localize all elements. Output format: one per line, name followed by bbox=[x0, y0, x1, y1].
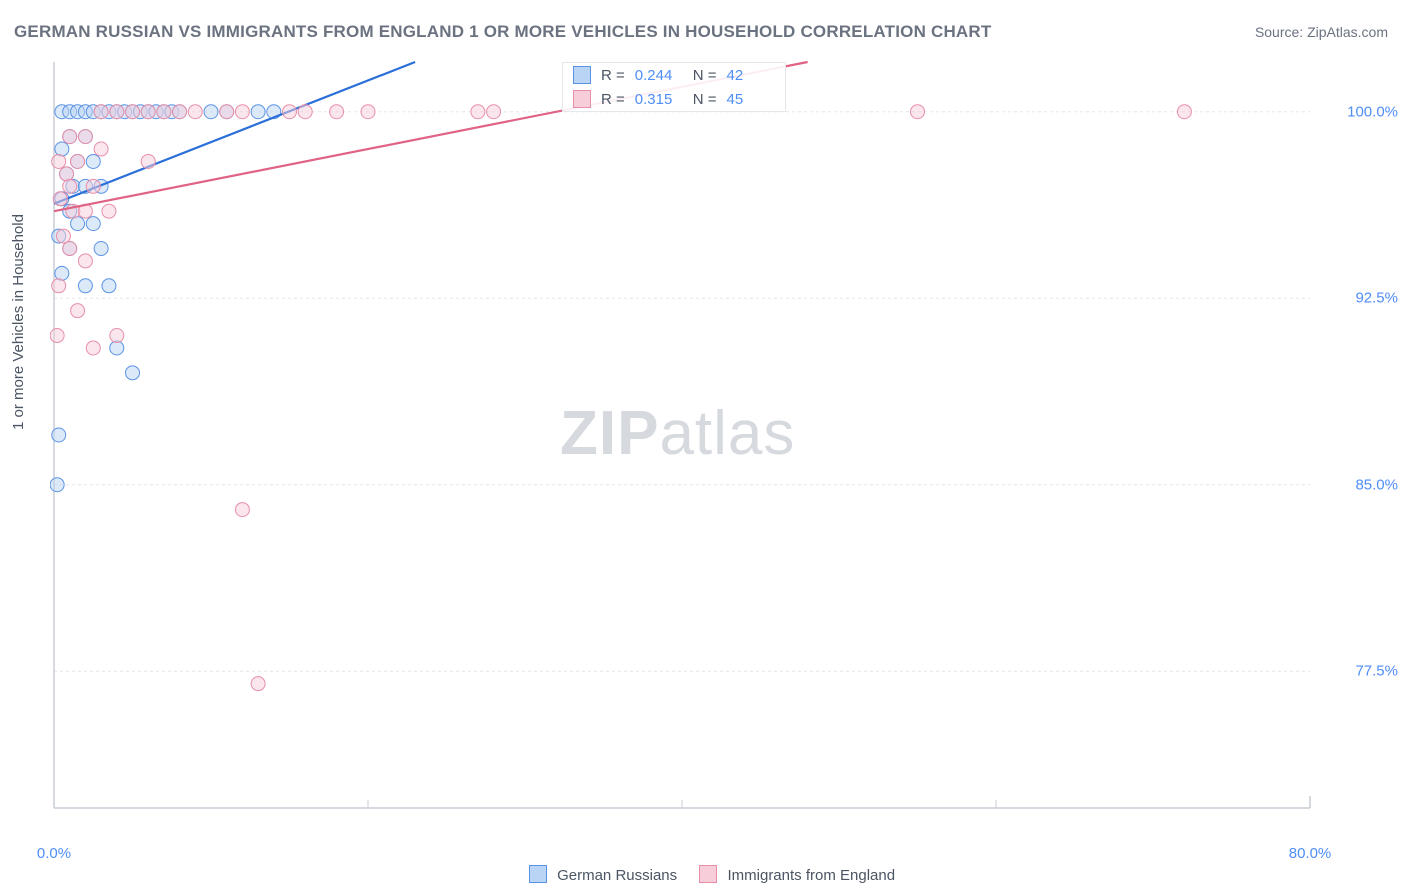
plot-area bbox=[50, 58, 1370, 828]
y-tick-label: 77.5% bbox=[1355, 663, 1398, 680]
source-attribution: Source: ZipAtlas.com bbox=[1255, 24, 1388, 40]
bottom-legend-label-2: Immigrants from England bbox=[727, 867, 895, 884]
stats-row-2: R = 0.315 N = 45 bbox=[563, 87, 785, 111]
swatch-series-1 bbox=[573, 66, 591, 84]
y-tick-label: 100.0% bbox=[1347, 103, 1398, 120]
n-label-1: N = bbox=[693, 67, 717, 84]
r-label-2: R = bbox=[601, 91, 625, 108]
bottom-swatch-2 bbox=[699, 865, 717, 883]
swatch-series-2 bbox=[573, 90, 591, 108]
bottom-legend-label-1: German Russians bbox=[557, 867, 677, 884]
chart-title: GERMAN RUSSIAN VS IMMIGRANTS FROM ENGLAN… bbox=[14, 22, 991, 42]
y-axis-label: 1 or more Vehicles in Household bbox=[10, 214, 27, 430]
n-value-2: 45 bbox=[727, 91, 775, 108]
y-tick-label: 92.5% bbox=[1355, 290, 1398, 307]
source-label: Source: bbox=[1255, 24, 1303, 40]
r-value-2: 0.315 bbox=[635, 91, 683, 108]
r-label-1: R = bbox=[601, 67, 625, 84]
bottom-legend: German Russians Immigrants from England bbox=[0, 865, 1406, 884]
source-link[interactable]: ZipAtlas.com bbox=[1307, 24, 1388, 40]
plot-svg bbox=[50, 58, 1370, 828]
n-label-2: N = bbox=[693, 91, 717, 108]
stats-row-1: R = 0.244 N = 42 bbox=[563, 63, 785, 87]
stats-legend: R = 0.244 N = 42 R = 0.315 N = 45 bbox=[562, 62, 786, 112]
chart-container: GERMAN RUSSIAN VS IMMIGRANTS FROM ENGLAN… bbox=[0, 0, 1406, 892]
n-value-1: 42 bbox=[727, 67, 775, 84]
x-tick-label: 0.0% bbox=[37, 845, 71, 862]
r-value-1: 0.244 bbox=[635, 67, 683, 84]
x-tick-label: 80.0% bbox=[1289, 845, 1332, 862]
y-tick-label: 85.0% bbox=[1355, 476, 1398, 493]
bottom-swatch-1 bbox=[529, 865, 547, 883]
